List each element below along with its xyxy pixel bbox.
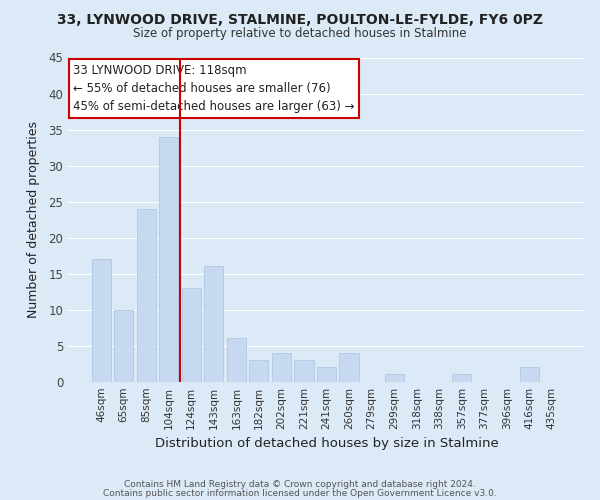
Y-axis label: Number of detached properties: Number of detached properties [27,121,40,318]
Bar [250,360,268,382]
Bar [317,368,336,382]
Bar [295,360,314,382]
Bar [227,338,246,382]
Text: 33 LYNWOOD DRIVE: 118sqm
← 55% of detached houses are smaller (76)
45% of semi-d: 33 LYNWOOD DRIVE: 118sqm ← 55% of detach… [73,64,355,113]
Bar [385,374,404,382]
Bar [204,266,223,382]
Bar [182,288,201,382]
Text: Contains public sector information licensed under the Open Government Licence v3: Contains public sector information licen… [103,488,497,498]
Bar [137,209,156,382]
Bar [92,259,111,382]
Text: Contains HM Land Registry data © Crown copyright and database right 2024.: Contains HM Land Registry data © Crown c… [124,480,476,489]
Bar [452,374,472,382]
Bar [114,310,133,382]
X-axis label: Distribution of detached houses by size in Stalmine: Distribution of detached houses by size … [155,437,499,450]
Bar [272,353,291,382]
Text: 33, LYNWOOD DRIVE, STALMINE, POULTON-LE-FYLDE, FY6 0PZ: 33, LYNWOOD DRIVE, STALMINE, POULTON-LE-… [57,12,543,26]
Bar [340,353,359,382]
Bar [159,136,178,382]
Text: Size of property relative to detached houses in Stalmine: Size of property relative to detached ho… [133,28,467,40]
Bar [520,368,539,382]
